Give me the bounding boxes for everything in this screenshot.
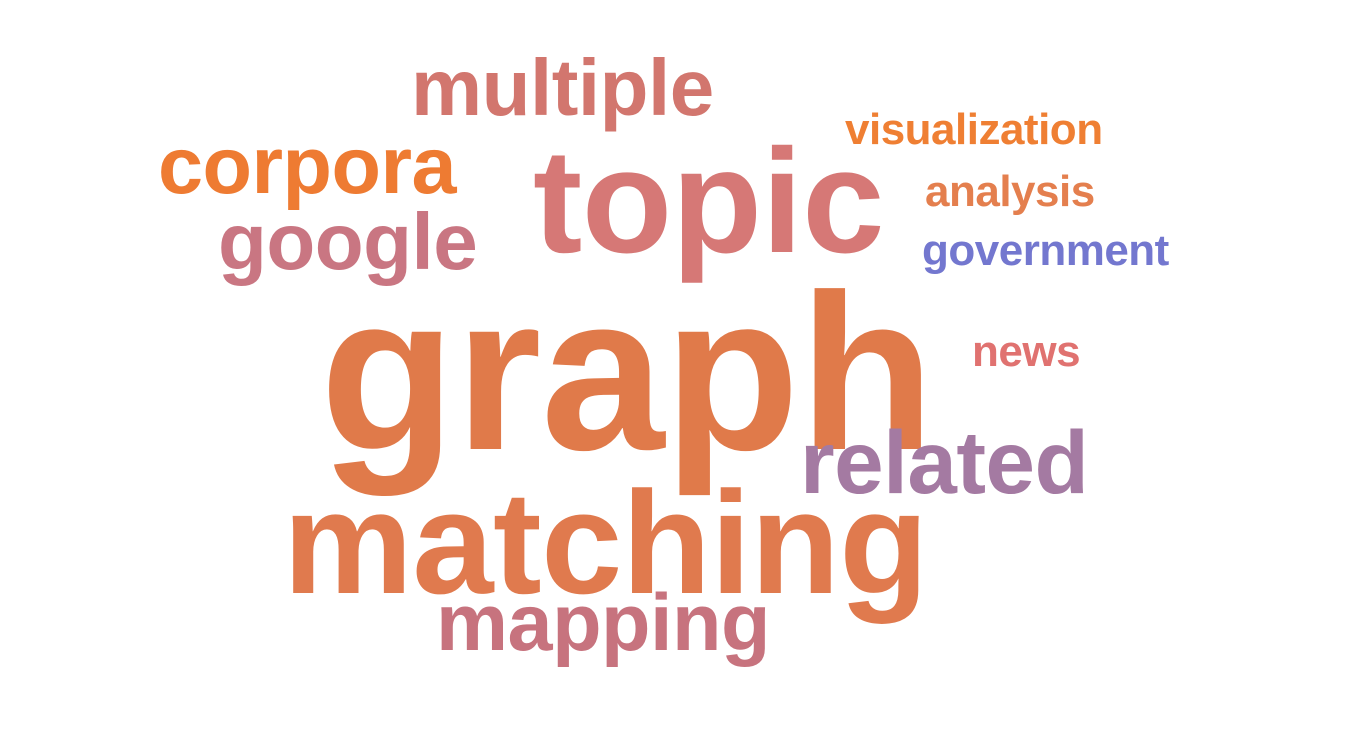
word-google: google (218, 197, 478, 286)
word-graph: graph (320, 249, 935, 497)
word-news: news (972, 327, 1081, 376)
word-corpora: corpora (158, 121, 457, 211)
word-multiple: multiple (411, 43, 714, 132)
word-visualization: visualization (845, 105, 1103, 154)
word-government: government (922, 226, 1169, 275)
word-topic: topic (533, 119, 885, 284)
word-mapping: mapping (436, 578, 771, 668)
word-related: related (800, 412, 1089, 512)
word-matching: matching (283, 461, 928, 624)
word-analysis: analysis (925, 167, 1095, 216)
